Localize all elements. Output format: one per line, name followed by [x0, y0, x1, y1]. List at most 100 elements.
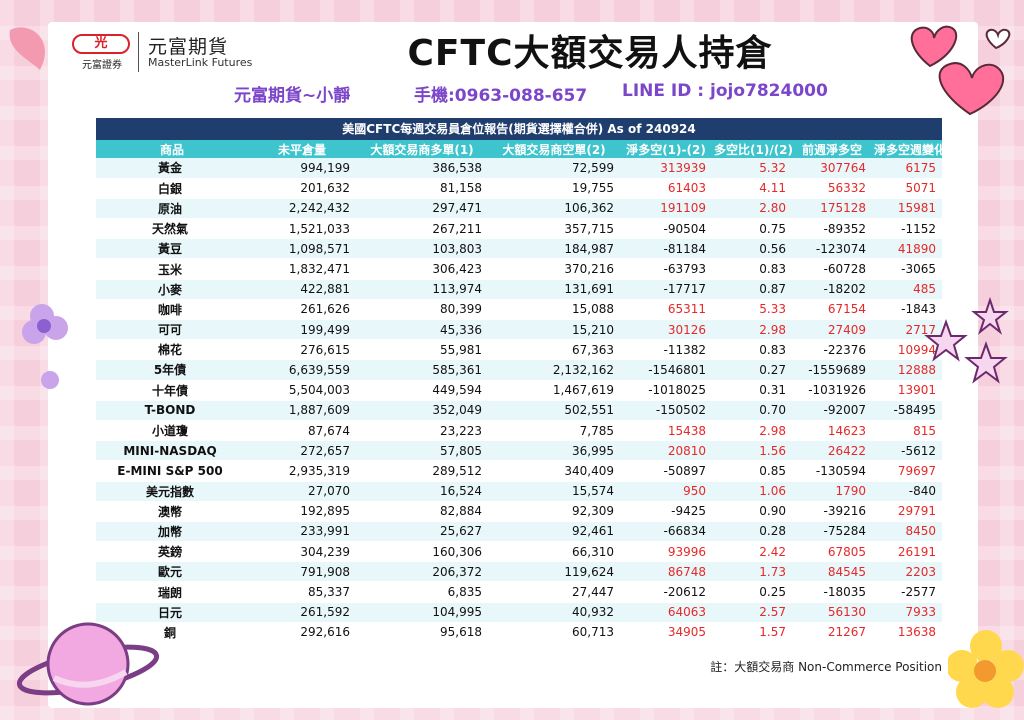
table-cell-prev: 56130: [792, 602, 872, 623]
table-cell-ratio: 2.42: [712, 541, 792, 563]
page-title: CFTC大額交易人持倉: [407, 33, 773, 74]
table-cell-short: 15,574: [488, 481, 620, 502]
table-cell-oi: 27,070: [248, 481, 356, 502]
table-cell-name: 可可: [96, 319, 248, 341]
table-cell-long: 113,974: [356, 279, 488, 300]
table-cell-short: 27,447: [488, 581, 620, 603]
table-cell-name: T-BOND: [96, 400, 248, 421]
table-cell-prev: 1790: [792, 481, 872, 502]
table-row: 白銀 201,632 81,158 19,755 61403 4.11 56332 5071: [96, 178, 942, 199]
table-cell-oi: 87,674: [248, 420, 356, 442]
table-cell-name: 加幣: [96, 521, 248, 543]
table-row: 澳幣 192,895 82,884 92,309 -9425 0.90 -39216 2979…: [96, 501, 942, 522]
table-cell-short: 92,461: [488, 521, 620, 543]
brand-sub: 元富證券: [82, 60, 122, 71]
table-cell-net: 950: [620, 481, 712, 502]
table-cell-ratio: 0.83: [712, 258, 792, 280]
table-cell-short: 502,551: [488, 400, 620, 421]
table-cell-name: 原油: [96, 198, 248, 220]
footnote: 註：大額交易商 Non-Commerce Position: [710, 660, 942, 674]
table-cell-net: -1546801: [620, 359, 712, 381]
table-cell-long: 81,158: [356, 178, 488, 199]
table-cell-prev: -1559689: [792, 359, 872, 381]
table-cell-ratio: 2.98: [712, 319, 792, 341]
table-cell-oi: 261,626: [248, 299, 356, 321]
table-cell-prev: 307764: [792, 158, 872, 179]
table-cell-short: 15,088: [488, 299, 620, 321]
table-cell-prev: -130594: [792, 460, 872, 482]
table-cell-name: 咖啡: [96, 299, 248, 321]
table-cell-short: 40,932: [488, 602, 620, 623]
table-cell-prev: 175128: [792, 198, 872, 220]
table-cell-net: -50897: [620, 460, 712, 482]
table-cell-chg: -1843: [872, 299, 942, 321]
table-cell-net: -150502: [620, 400, 712, 421]
table-cell-name: 美元指數: [96, 481, 248, 502]
table-cell-short: 15,210: [488, 319, 620, 341]
table-cell-oi: 199,499: [248, 319, 356, 341]
table-cell-long: 103,803: [356, 238, 488, 260]
contact-phone: 手機:0963-088-657: [414, 86, 588, 106]
table-cell-long: 352,049: [356, 400, 488, 421]
table-cell-net: 64063: [620, 602, 712, 623]
table-cell-oi: 1,521,033: [248, 218, 356, 240]
table-cell-long: 80,399: [356, 299, 488, 321]
table-cell-name: 澳幣: [96, 501, 248, 522]
table-cell-prev: -39216: [792, 501, 872, 522]
table-cell-net: -11382: [620, 339, 712, 361]
table-cell-oi: 1,098,571: [248, 238, 356, 260]
table-cell-ratio: 2.98: [712, 420, 792, 442]
table-cell-chg: 41890: [872, 238, 942, 260]
table-cell-ratio: 0.27: [712, 359, 792, 381]
hearts-icon: [910, 25, 1011, 116]
table-row: 棉花 276,615 55,981 67,363 -11382 0.83 -22376 109…: [96, 339, 942, 361]
table-cell-net: 86748: [620, 561, 712, 583]
table-cell-chg: -2577: [872, 581, 942, 603]
table-cell-long: 267,211: [356, 218, 488, 240]
table-cell-long: 16,524: [356, 481, 488, 502]
table-cell-oi: 1,887,609: [248, 400, 356, 421]
table-row: 小道瓊 87,674 23,223 7,785 15438 2.98 14623 815: [96, 420, 942, 442]
table-cell-ratio: 0.83: [712, 339, 792, 361]
table-cell-oi: 233,991: [248, 521, 356, 543]
column-header: 商品: [96, 140, 248, 158]
table-cell-oi: 85,337: [248, 581, 356, 603]
table-cell-prev: 27409: [792, 319, 872, 341]
table-cell-oi: 791,908: [248, 561, 356, 583]
table-cell-name: 日元: [96, 602, 248, 623]
table-row: 小麥 422,881 113,974 131,691 -17717 0.87 -18202 4…: [96, 279, 942, 300]
table-cell-oi: 1,832,471: [248, 258, 356, 280]
table-cell-chg: -1152: [872, 218, 942, 240]
brand-divider: [138, 32, 139, 72]
table-cell-chg: 2717: [872, 319, 942, 341]
table-cell-ratio: 0.70: [712, 400, 792, 421]
table-cell-long: 57,805: [356, 440, 488, 462]
table-cell-long: 95,618: [356, 622, 488, 644]
table-cell-name: 黃豆: [96, 238, 248, 260]
table-cell-chg: 7933: [872, 602, 942, 623]
table-cell-net: 313939: [620, 158, 712, 179]
table-cell-name: 玉米: [96, 258, 248, 280]
table-cell-oi: 201,632: [248, 178, 356, 199]
table-cell-short: 36,995: [488, 440, 620, 462]
table-cell-ratio: 2.57: [712, 602, 792, 623]
table-cell-chg: 79697: [872, 460, 942, 482]
table-cell-long: 104,995: [356, 602, 488, 623]
table-cell-prev: -22376: [792, 339, 872, 361]
table-cell-ratio: 0.25: [712, 581, 792, 603]
table-cell-short: 2,132,162: [488, 359, 620, 381]
table-cell-ratio: 0.87: [712, 279, 792, 300]
table-cell-chg: 15981: [872, 198, 942, 220]
table-cell-prev: 67154: [792, 299, 872, 321]
table-cell-prev: -75284: [792, 521, 872, 543]
table-cell-oi: 422,881: [248, 279, 356, 300]
table-cell-long: 82,884: [356, 501, 488, 522]
table-row: 歐元 791,908 206,372 119,624 86748 1.73 84545 220…: [96, 561, 942, 583]
table-row: 十年債 5,504,003 449,594 1,467,619 -1018025 0.31…: [96, 380, 942, 401]
table-cell-name: 5年債: [96, 359, 248, 381]
table-cell-ratio: 0.56: [712, 238, 792, 260]
table-row: 咖啡 261,626 80,399 15,088 65311 5.33 67154 -1843: [96, 299, 942, 321]
table-cell-name: 英鎊: [96, 541, 248, 563]
table-cell-chg: 13638: [872, 622, 942, 644]
table-cell-name: 黃金: [96, 158, 248, 179]
